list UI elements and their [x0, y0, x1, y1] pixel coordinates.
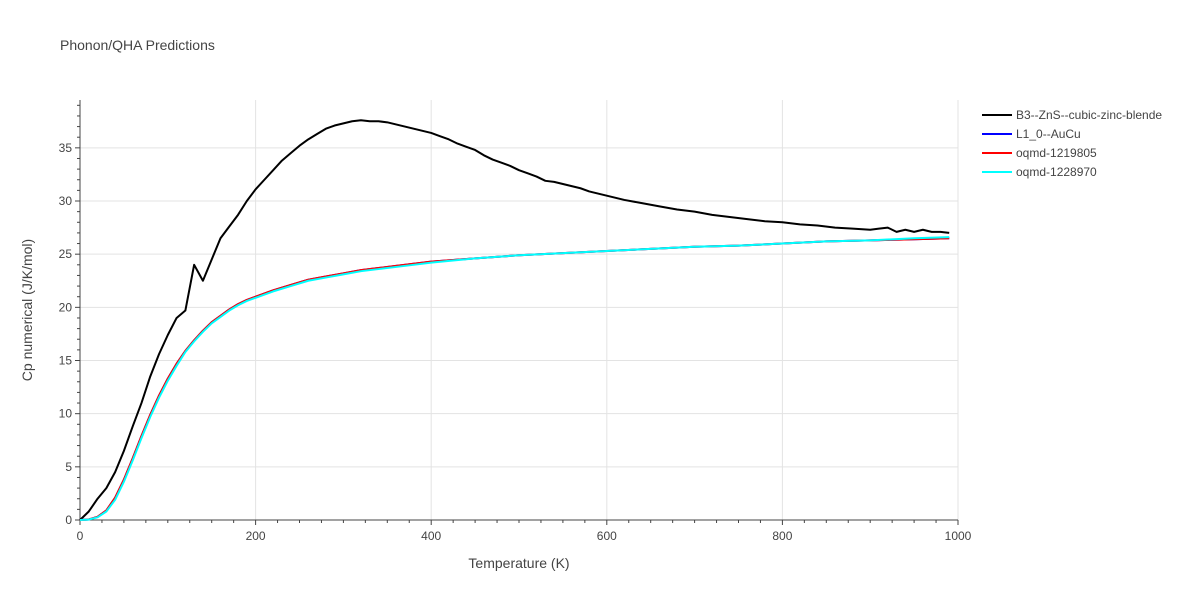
y-tick-label: 25 — [59, 247, 73, 261]
legend-item-2[interactable]: L1_0--AuCu — [982, 127, 1081, 141]
x-tick-label: 600 — [597, 529, 617, 543]
legend-label: L1_0--AuCu — [1016, 127, 1081, 141]
y-axis-label: Cp numerical (J/K/mol) — [19, 239, 35, 381]
y-tick-label: 30 — [59, 194, 73, 208]
series-line-1 — [79, 119, 950, 521]
x-tick-label: 800 — [772, 529, 792, 543]
y-tick-label: 35 — [59, 141, 73, 155]
series-layer — [79, 119, 950, 521]
legend-item-4[interactable]: oqmd-1228970 — [982, 165, 1097, 179]
axis-layer: 0 200 400 600 800 1000 0 5 10 15 20 25 30 35 — [59, 100, 972, 543]
y-tick-label: 0 — [65, 513, 72, 527]
y-tick-label: 20 — [59, 300, 73, 314]
series-line-3 — [79, 237, 950, 521]
chart-title: Phonon/QHA Predictions — [60, 37, 215, 53]
x-tick-label: 0 — [77, 529, 84, 543]
y-tick-label: 15 — [59, 354, 73, 368]
legend-item-1[interactable]: B3--ZnS--cubic-zinc-blende — [982, 108, 1162, 122]
legend[interactable]: B3--ZnS--cubic-zinc-blende L1_0--AuCuoqmd… — [982, 108, 1162, 179]
legend-label: oqmd-1228970 — [1016, 165, 1097, 179]
x-tick-label: 1000 — [945, 529, 972, 543]
series-line-4 — [79, 236, 950, 521]
y-tick-label: 5 — [65, 460, 72, 474]
y-tick-label: 10 — [59, 407, 73, 421]
x-tick-label: 200 — [246, 529, 266, 543]
grid-layer — [80, 100, 959, 520]
legend-label: B3--ZnS--cubic-zinc-blende — [1016, 108, 1162, 122]
legend-label: oqmd-1219805 — [1016, 146, 1097, 160]
x-axis-label: Temperature (K) — [468, 555, 569, 571]
x-tick-label: 400 — [421, 529, 441, 543]
legend-item-3[interactable]: oqmd-1219805 — [982, 146, 1097, 160]
series-line-2 — [79, 237, 950, 521]
